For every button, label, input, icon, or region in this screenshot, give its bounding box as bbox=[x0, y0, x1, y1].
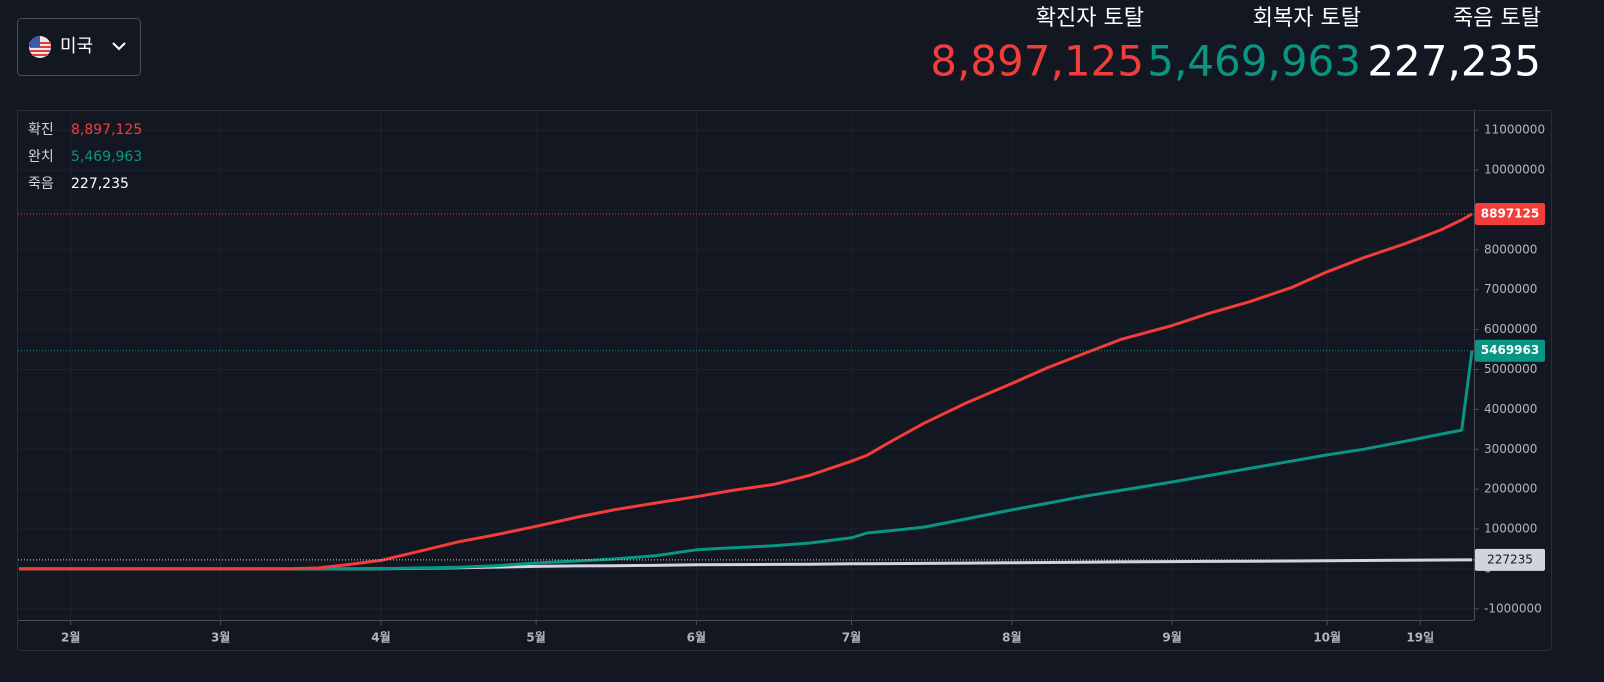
x-tick-label: 2월 bbox=[61, 630, 80, 645]
y-tick-label: 8000000 bbox=[1484, 242, 1537, 256]
x-tick-label: 3월 bbox=[211, 630, 230, 645]
price-tag bbox=[1475, 548, 1545, 571]
x-tick-label: 9월 bbox=[1162, 630, 1181, 645]
x-tick-label: 4월 bbox=[371, 630, 390, 645]
flag-icon bbox=[29, 36, 51, 58]
price-tag-label: 227235 bbox=[1487, 552, 1533, 566]
price-tag bbox=[1475, 339, 1545, 362]
price-tag-label: 8897125 bbox=[1481, 207, 1539, 221]
country-name: 미국 bbox=[60, 36, 93, 57]
y-tick-label: 2000000 bbox=[1484, 482, 1537, 496]
y-tick-label: 7000000 bbox=[1484, 282, 1537, 296]
stat-label: 죽음 토탈 bbox=[1453, 6, 1541, 31]
series-line bbox=[19, 350, 1474, 571]
stat-label: 회복자 토탈 bbox=[1253, 6, 1361, 31]
y-tick-label: 4000000 bbox=[1484, 402, 1537, 416]
series-line bbox=[19, 212, 1473, 571]
country-select[interactable] bbox=[17, 18, 141, 76]
y-tick-label: 5000000 bbox=[1484, 362, 1537, 376]
stat-label: 확진자 토탈 bbox=[1036, 6, 1144, 31]
chart-panel bbox=[17, 110, 1552, 651]
price-tag-label: 5469963 bbox=[1481, 343, 1539, 357]
x-tick-label: 7월 bbox=[842, 630, 861, 645]
stat-value: 5,469,963 bbox=[1147, 37, 1361, 86]
legend-value: 5,469,963 bbox=[71, 149, 142, 165]
legend-name: 확진 bbox=[28, 122, 54, 138]
x-tick-label: 10월 bbox=[1313, 630, 1341, 645]
x-tick-label: 19일 bbox=[1406, 631, 1434, 645]
legend-name: 완치 bbox=[28, 149, 54, 165]
x-tick-label: 5월 bbox=[526, 630, 545, 645]
y-tick-label: 11000000 bbox=[1484, 123, 1545, 137]
stat-value: 227,235 bbox=[1367, 37, 1541, 86]
price-tag bbox=[1475, 203, 1545, 226]
x-tick-label: 6월 bbox=[687, 630, 706, 645]
y-tick-label: 1000000 bbox=[1484, 522, 1537, 536]
stat-value: 8,897,125 bbox=[930, 37, 1144, 86]
y-tick-label: 10000000 bbox=[1484, 163, 1545, 177]
legend-value: 227,235 bbox=[71, 176, 129, 192]
dropdown-arrow bbox=[112, 42, 126, 51]
legend-value: 8,897,125 bbox=[71, 122, 142, 138]
y-tick-label: 3000000 bbox=[1484, 442, 1537, 456]
y-tick-label: -1000000 bbox=[1484, 601, 1542, 615]
legend-name: 죽음 bbox=[28, 176, 54, 192]
plot bbox=[18, 111, 1474, 620]
x-tick-label: 8월 bbox=[1002, 630, 1021, 645]
y-tick-label: 6000000 bbox=[1484, 322, 1537, 336]
